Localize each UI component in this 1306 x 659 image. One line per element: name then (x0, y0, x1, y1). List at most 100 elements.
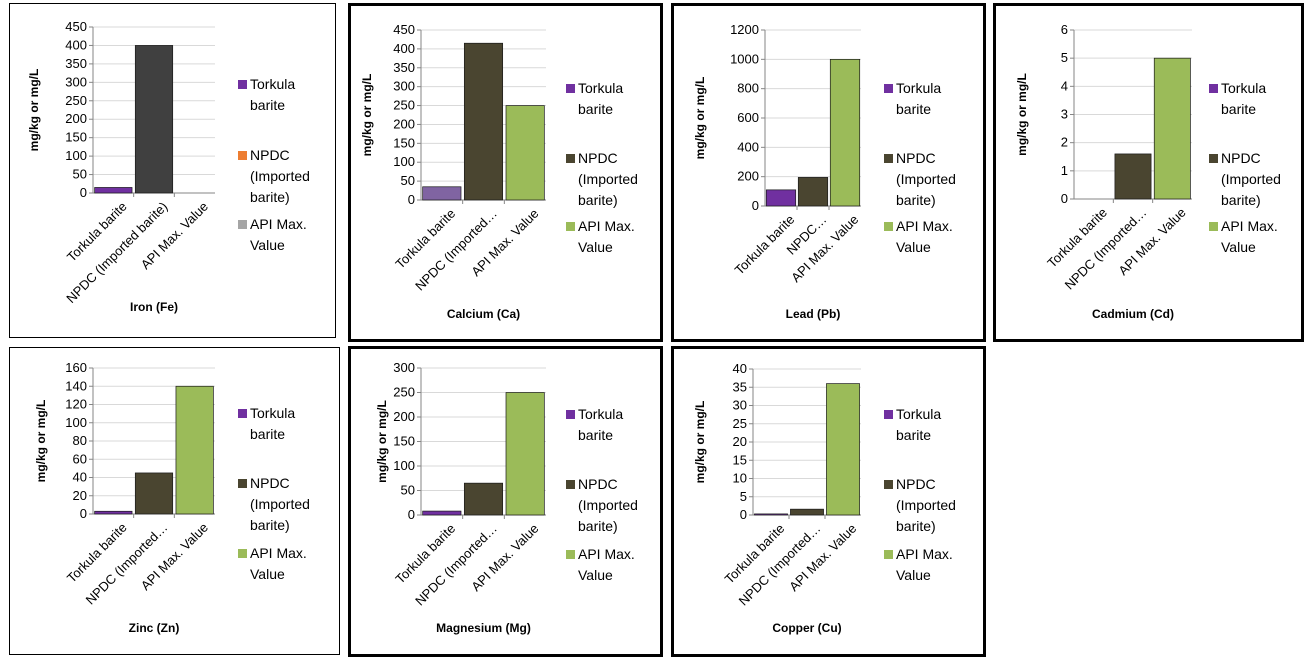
legend-label: (Imported (250, 496, 310, 512)
y-tick-label: 350 (65, 56, 87, 71)
y-tick-label: 200 (393, 116, 415, 131)
y-tick-label: 450 (65, 19, 87, 34)
legend-label: NPDC (896, 150, 936, 166)
legend-label: Torkula (1221, 80, 1266, 96)
legend-label: Value (896, 567, 931, 583)
y-tick-label: 150 (393, 434, 415, 449)
legend-label: NPDC (250, 147, 290, 163)
legend-label: Torkula (578, 80, 623, 96)
y-axis-label: mg/kg or mg/L (1015, 73, 1029, 156)
chart-title: Zinc (Zn) (129, 621, 180, 635)
y-tick-label: 100 (65, 415, 87, 430)
legend-label: Value (578, 239, 613, 255)
legend-swatch (884, 154, 893, 163)
legend-swatch (566, 480, 575, 489)
legend-label: Torkula (250, 76, 295, 92)
legend-label: (Imported (1221, 171, 1281, 187)
y-tick-label: 0 (752, 198, 759, 213)
y-tick-label: 400 (65, 37, 87, 52)
y-tick-label: 25 (733, 416, 747, 431)
y-axis-label: mg/kg or mg/L (375, 400, 389, 483)
legend-label: NPDC (578, 476, 618, 492)
bar (422, 510, 462, 516)
chart-title: Iron (Fe) (130, 300, 178, 314)
y-tick-label: 2 (1061, 135, 1068, 150)
bar (422, 186, 462, 201)
legend-swatch (884, 480, 893, 489)
chart-title: Calcium (Ca) (447, 307, 520, 321)
y-tick-label: 40 (73, 470, 87, 485)
y-tick-label: 0 (740, 507, 747, 522)
chart-panel-lead: 0 200 400 600 800 1000 1200 Torkula barite NPDC…… (671, 3, 986, 342)
legend-label: API Max. (578, 546, 635, 562)
bar (175, 385, 214, 515)
y-tick-label: 4 (1061, 78, 1068, 93)
y-tick-label: 300 (65, 74, 87, 89)
y-tick-label: 50 (73, 167, 87, 182)
y-tick-label: 120 (65, 397, 87, 412)
y-tick-label: 400 (737, 139, 759, 154)
legend-label: barite (250, 97, 285, 113)
legend-label: Value (1221, 239, 1256, 255)
y-tick-label: 300 (393, 79, 415, 94)
chart-panel-cadmium: 0 1 2 3 4 5 6 Torkula barite NPDC (Imported… API … (993, 3, 1304, 342)
y-tick-label: 5 (740, 489, 747, 504)
y-tick-label: 0 (80, 506, 87, 521)
y-tick-label: 0 (408, 507, 415, 522)
legend-swatch (884, 410, 893, 419)
y-tick-label: 100 (393, 458, 415, 473)
chart-panel-magnesium: 0 50 100 150 200 250 300 Torkula barite NPDC (Im… (348, 346, 663, 657)
legend-swatch (884, 84, 893, 93)
bar (826, 383, 860, 516)
chart-panel-iron: 0 50 100 150 200 250 300 350 400 450 Torkula barit… (9, 3, 336, 338)
bar (754, 513, 788, 516)
y-tick-label: 60 (73, 451, 87, 466)
y-tick-label: 250 (393, 98, 415, 113)
legend-label: barite) (578, 192, 618, 208)
legend-label: API Max. (250, 216, 307, 232)
y-tick-label: 30 (733, 398, 747, 413)
legend-label: barite) (250, 189, 290, 205)
y-tick-label: 100 (393, 154, 415, 169)
legend-swatch (238, 80, 247, 89)
y-tick-label: 20 (73, 488, 87, 503)
y-tick-label: 0 (1061, 191, 1068, 206)
chart-panel-calcium: 0 50 100 150 200 250 300 350 400 450 Torkula barit… (348, 3, 663, 342)
y-axis-label: mg/kg or mg/L (693, 77, 707, 160)
bar (505, 392, 545, 516)
legend-label: (Imported (250, 168, 310, 184)
chart-title: Lead (Pb) (786, 307, 841, 321)
legend-label: Torkula (896, 80, 941, 96)
chart-title: Magnesium (Mg) (436, 621, 531, 635)
y-tick-label: 200 (65, 111, 87, 126)
bar (790, 508, 824, 516)
chart-magnesium: 0 50 100 150 200 250 300 Torkula barite NPDC (Im… (375, 360, 638, 635)
y-tick-label: 250 (393, 385, 415, 400)
legend-label: Value (250, 566, 285, 582)
legend-label: barite (250, 426, 285, 442)
y-tick-label: 300 (393, 360, 415, 375)
y-tick-label: 1200 (730, 22, 759, 37)
y-tick-label: 1000 (730, 51, 759, 66)
y-tick-label: 150 (65, 130, 87, 145)
bar (94, 510, 133, 515)
y-axis-label: mg/kg or mg/L (27, 69, 41, 152)
y-tick-label: 35 (733, 379, 747, 394)
y-tick-label: 200 (737, 169, 759, 184)
bar (1114, 153, 1152, 200)
legend-label: NPDC (896, 476, 936, 492)
y-tick-label: 50 (401, 483, 415, 498)
bar (1153, 57, 1191, 200)
y-tick-label: 1 (1061, 163, 1068, 178)
legend-swatch (566, 154, 575, 163)
legend-swatch (566, 550, 575, 559)
y-tick-label: 0 (80, 185, 87, 200)
bar (505, 105, 545, 201)
y-axis-label: mg/kg or mg/L (360, 74, 374, 157)
y-tick-label: 200 (393, 409, 415, 424)
bar (829, 58, 861, 207)
legend-label: Value (578, 567, 613, 583)
y-tick-label: 350 (393, 60, 415, 75)
